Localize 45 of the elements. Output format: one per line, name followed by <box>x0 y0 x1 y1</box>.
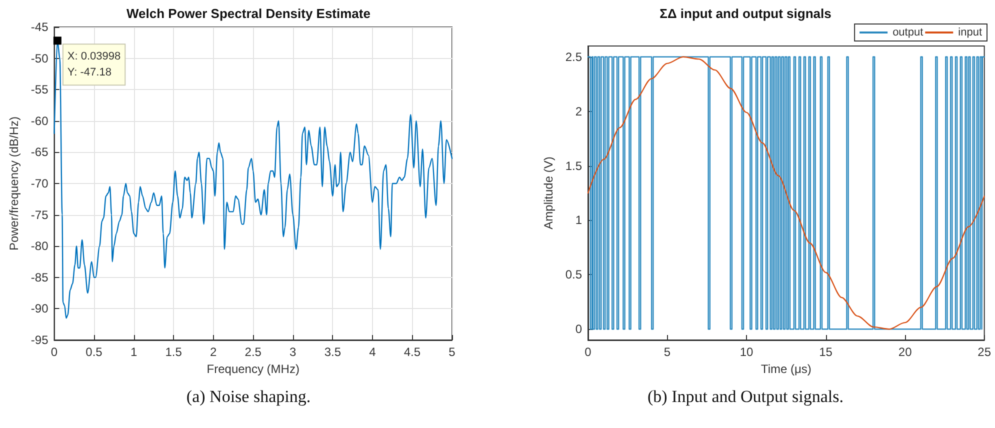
y-tick-label: -45 <box>30 20 49 34</box>
y-tick-label: 0.5 <box>565 268 582 282</box>
y-tick-label: 0 <box>575 322 582 336</box>
legend-label: output <box>892 26 924 38</box>
y-tick-label: -50 <box>30 51 49 66</box>
x-tick-label: 4 <box>369 345 376 359</box>
x-tick-label: 4.5 <box>404 345 421 359</box>
x-tick-label: 1 <box>130 345 138 359</box>
x-tick-label: 10 <box>740 345 754 359</box>
y-tick-label: -85 <box>30 270 49 284</box>
y-axis-title: Amplitude (V) <box>541 156 556 230</box>
x-tick-label: 20 <box>898 345 912 359</box>
x-tick-label: 3 <box>290 345 297 359</box>
x-tick-label: 1.5 <box>165 345 182 359</box>
x-tick-label: 0.5 <box>86 345 103 359</box>
y-tick-label: -65 <box>30 145 49 160</box>
x-tick-label: 5 <box>448 345 456 359</box>
y-tick-label: -90 <box>30 302 49 316</box>
y-axis-title: Power/frequency (dB/Hz) <box>7 116 21 251</box>
x-tick-label: 0 <box>50 345 58 359</box>
x-axis-title: Time (μs) <box>760 362 812 376</box>
x-axis-title: Frequency (MHz) <box>206 362 300 376</box>
legend-label: input <box>958 26 982 38</box>
x-tick-label: 0 <box>584 345 592 359</box>
y-tick-label: 2.5 <box>565 50 582 64</box>
y-tick-label: -80 <box>30 239 49 254</box>
x-tick-label: 25 <box>978 345 992 359</box>
y-tick-label: 1 <box>575 213 582 228</box>
y-tick-label: 1.5 <box>565 158 582 173</box>
x-tick-label: 2.5 <box>244 345 262 359</box>
y-tick-label: -55 <box>30 82 49 97</box>
text: (a) Noise shaping. <box>186 387 311 406</box>
text: (b) Input and Output signals. <box>648 387 844 406</box>
y-tick-label: -75 <box>30 208 49 222</box>
y-tick-label: -95 <box>30 333 49 347</box>
y-tick-label: -60 <box>30 114 49 128</box>
x-tick-label: 2 <box>210 345 218 359</box>
y-tick-label: -70 <box>30 176 49 190</box>
x-tick-label: 5 <box>664 345 671 359</box>
y-tick-label: 2 <box>575 104 582 118</box>
chart-title: Welch Power Spectral Density Estimate <box>126 6 370 21</box>
chart-title: ΣΔ input and output signals <box>660 6 832 21</box>
x-tick-label: 15 <box>819 345 833 359</box>
x-tick-label: 3.5 <box>324 345 342 359</box>
annotation: X: 0.03998 Y: -47.18 <box>67 50 121 79</box>
